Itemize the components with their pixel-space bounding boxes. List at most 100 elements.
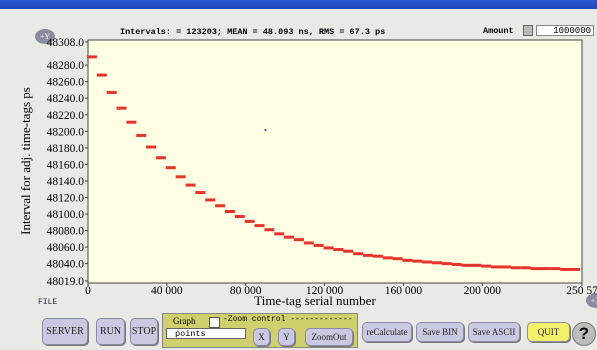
data-point	[234, 214, 245, 218]
data-point	[392, 257, 403, 261]
zoom-out-button[interactable]: ZoomOut	[305, 328, 353, 346]
y-tick-label: 48140.0	[47, 176, 85, 188]
data-point	[244, 219, 255, 223]
data-point	[333, 248, 344, 252]
data-point	[96, 73, 107, 77]
data-point	[412, 259, 423, 263]
run-button[interactable]: RUN	[96, 318, 125, 345]
y-tick-label: 48080.0	[47, 226, 85, 238]
data-point	[491, 265, 502, 269]
data-point	[284, 235, 295, 239]
stop-button[interactable]: STOP	[130, 318, 158, 345]
data-point	[343, 249, 354, 253]
data-point	[254, 224, 265, 228]
graph-panel: Graph -Zoom control ------------- points…	[162, 313, 358, 348]
data-point	[382, 256, 393, 260]
data-point	[195, 191, 206, 195]
data-point	[293, 238, 304, 242]
y-tick-label: 48180.0	[47, 143, 85, 155]
data-point	[165, 166, 176, 170]
data-point	[520, 266, 531, 270]
amount-spinner[interactable]	[523, 25, 533, 36]
y-tick-label: 48280.0	[47, 60, 85, 72]
data-point	[264, 228, 275, 232]
y-tick-label: 48060.0	[47, 242, 85, 254]
data-point	[510, 266, 521, 270]
save-ascii-button[interactable]: Save ASCII	[468, 322, 520, 342]
y-tick-label: 48019.0	[47, 276, 85, 288]
help-button[interactable]: ?	[572, 322, 596, 346]
x-tick-label: 40 000	[151, 285, 183, 297]
graph-label: Graph	[173, 316, 196, 326]
data-point	[313, 243, 324, 247]
data-point	[441, 262, 452, 266]
zoom-checkbox[interactable]	[209, 317, 220, 328]
y-tick-label: 48040.0	[47, 259, 85, 271]
data-point	[175, 175, 186, 179]
data-point	[323, 246, 334, 250]
data-point	[205, 198, 216, 202]
y-tick-label: 48100.0	[47, 209, 85, 221]
data-point	[126, 120, 137, 124]
x-tick-label: 200 000	[464, 285, 502, 297]
data-point	[500, 265, 511, 269]
plus-y-button[interactable]: +Y	[35, 29, 55, 44]
y-tick-label: 48260.0	[47, 77, 85, 89]
y-button[interactable]: Y	[278, 328, 295, 346]
data-point	[264, 128, 267, 131]
quit-button[interactable]: QUIT	[527, 322, 570, 342]
y-tick-label: 48160.0	[47, 159, 85, 171]
y-axis-title: Interval for adj. time-tags ps	[18, 87, 33, 235]
recalculate-button[interactable]: reCalculate	[362, 322, 412, 342]
data-point	[569, 267, 580, 271]
x-tick-label: 0	[85, 285, 91, 297]
data-point	[215, 204, 226, 208]
data-point	[86, 55, 97, 59]
server-button[interactable]: SERVER	[42, 318, 88, 345]
x-tick-label: 120 000	[306, 285, 344, 297]
data-point	[274, 232, 285, 236]
save-bin-button[interactable]: Save BIN	[416, 322, 464, 342]
x-tick-label: 160 000	[385, 285, 423, 297]
data-point	[451, 262, 462, 266]
mode-select[interactable]: points	[166, 328, 246, 339]
amount-input[interactable]: 1000000	[536, 25, 594, 36]
x-axis-title: Time-tag serial number	[254, 293, 376, 308]
x-tick-label: 250 57	[566, 285, 597, 297]
data-point	[431, 261, 442, 265]
data-point	[560, 267, 571, 271]
data-point	[540, 267, 551, 271]
data-point	[224, 210, 235, 214]
data-point	[461, 263, 472, 267]
y-tick-label: 48120.0	[47, 192, 85, 204]
data-point	[550, 267, 561, 271]
plus-x-button[interactable]: +X	[586, 293, 597, 308]
y-tick-label: 48240.0	[47, 93, 85, 105]
data-point	[422, 260, 433, 264]
data-point	[106, 90, 117, 94]
data-point	[146, 145, 157, 149]
y-tick-label: 48220.0	[47, 110, 85, 122]
x-tick-label: 80 000	[230, 285, 262, 297]
chart: Time-tag serial number Interval for adj.…	[18, 37, 597, 308]
y-tick-label: 48308.0	[47, 37, 85, 49]
data-point	[481, 264, 492, 268]
data-point	[155, 156, 166, 160]
data-point	[362, 253, 373, 257]
data-point	[530, 267, 541, 271]
data-point	[136, 133, 147, 137]
data-point	[353, 252, 364, 256]
data-point	[402, 258, 413, 262]
zoom-label: -Zoom control -------------	[223, 315, 353, 324]
data-point	[471, 263, 482, 267]
file-label: FILE	[38, 298, 58, 307]
y-tick-label: 48200.0	[47, 126, 85, 138]
stats-header: Intervals: = 123203; MEAN = 48.093 ns, R…	[120, 27, 386, 37]
data-point	[303, 241, 314, 245]
data-point	[116, 106, 127, 110]
plot-area	[87, 39, 583, 284]
x-button[interactable]: X	[253, 328, 270, 346]
amount-label: Amount	[483, 26, 514, 36]
title-bar	[0, 0, 597, 9]
